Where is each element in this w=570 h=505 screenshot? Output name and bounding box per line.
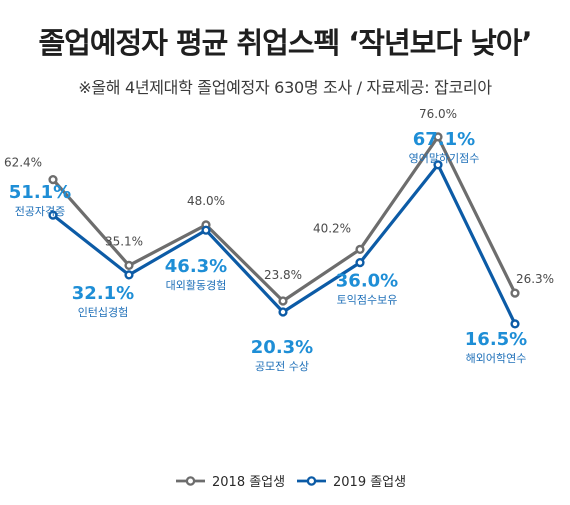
category-label: 영어말하기점수: [409, 151, 480, 165]
data-point-2018: [433, 132, 443, 142]
data-point-2018: [48, 175, 58, 185]
data-point-2018: [355, 244, 365, 255]
category-label: 대외활동경험: [166, 278, 227, 292]
legend-label: 2019 졸업생: [333, 475, 406, 490]
chart-subtitle: ※올해 4년제대학 졸업예정자 630명 조사 / 자료제공: 잡코리아: [78, 78, 492, 97]
data-point-2019: [433, 160, 443, 170]
data-point-2018: [124, 260, 134, 271]
category-label: 전공자격증: [15, 205, 66, 218]
data-label-2018: 76.0%: [419, 107, 457, 121]
data-point-2019: [355, 258, 365, 268]
data-point-2019: [510, 319, 520, 329]
legend-label: 2018 졸업생: [212, 475, 285, 490]
data-label-2018: 48.0%: [187, 194, 225, 208]
data-point-2018: [278, 296, 288, 306]
data-label-2019: 36.0%: [336, 271, 398, 292]
category-label: 인턴십경험: [78, 306, 129, 319]
data-point-2019: [201, 225, 211, 235]
data-point-2019: [48, 210, 58, 220]
data-point-2019: [278, 307, 288, 317]
data-label-2018: 35.1%: [105, 234, 143, 248]
data-point-2019: [124, 270, 134, 280]
data-label-2018: 26.3%: [516, 272, 554, 286]
data-label-2019: 51.1%: [9, 182, 71, 203]
legend-marker-2018: [185, 476, 196, 486]
category-label: 공모전 수상: [255, 360, 309, 373]
category-label: 해외어학연수: [466, 351, 527, 365]
data-label-2019: 20.3%: [251, 337, 313, 358]
data-label-2019: 46.3%: [165, 256, 227, 277]
data-label-2019: 67.1%: [413, 129, 475, 150]
data-label-2019: 16.5%: [465, 329, 527, 350]
chart-title: 졸업예정자 평균 취업스펙 ‘작년보다 낮아’: [38, 26, 533, 60]
data-point-2018: [510, 288, 520, 298]
data-label-2018: 40.2%: [313, 221, 351, 235]
category-label: 토익점수보유: [337, 294, 398, 307]
data-label-2018: 23.8%: [264, 268, 302, 282]
data-label-2019: 32.1%: [72, 283, 134, 304]
data-label-2018: 62.4%: [4, 156, 42, 170]
legend-marker-2019: [306, 476, 317, 486]
